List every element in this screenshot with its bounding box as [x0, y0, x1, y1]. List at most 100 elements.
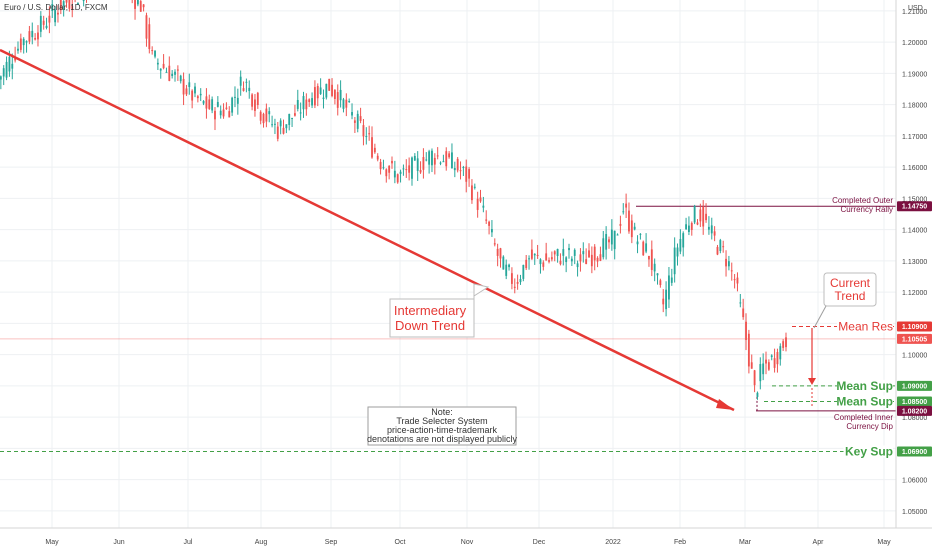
candle: [550, 251, 553, 262]
candle: [516, 274, 519, 290]
candle-body: [779, 346, 782, 360]
candle-body: [433, 157, 436, 165]
candle-body: [542, 262, 545, 267]
candle-body: [351, 112, 353, 116]
candle-body: [442, 161, 445, 163]
candle: [231, 96, 234, 116]
candle-body: [239, 76, 242, 86]
candle-body: [65, 0, 68, 3]
candle-body: [619, 223, 622, 226]
candle: [48, 6, 51, 34]
candle: [5, 56, 8, 81]
note-line2: Trade Selecter System: [396, 416, 487, 426]
candle: [345, 93, 348, 117]
candle-body: [236, 97, 239, 104]
current-trend-label-line2: Trend: [835, 289, 866, 303]
candle: [687, 216, 690, 236]
candle: [471, 179, 473, 204]
candle-body: [693, 206, 696, 223]
candle-body: [630, 220, 633, 238]
candle-body: [219, 110, 222, 116]
candle: [65, 0, 68, 8]
candle-body: [471, 185, 473, 201]
candle: [742, 298, 745, 320]
candle: [602, 230, 605, 260]
candle-body: [502, 256, 505, 270]
x-tick-label: Apr: [813, 539, 825, 546]
candle-body: [730, 270, 733, 272]
candle-body: [616, 234, 619, 236]
candle-body: [199, 93, 202, 96]
x-tick-label: May: [45, 539, 59, 546]
candle: [502, 255, 505, 270]
level-label-bg: [837, 379, 893, 392]
candle-body: [613, 230, 616, 250]
candle: [339, 80, 342, 108]
candle: [573, 248, 576, 265]
candle-body: [174, 71, 176, 75]
candle-body: [585, 259, 588, 265]
candle-body: [214, 110, 216, 120]
candle: [216, 96, 219, 108]
candle-body: [359, 116, 362, 121]
candle-body: [379, 161, 382, 170]
candle-body: [733, 279, 736, 281]
candle-body: [782, 341, 785, 348]
level-label-bg: [837, 320, 893, 333]
candle-body: [462, 166, 465, 169]
candle-body: [182, 78, 185, 95]
candle-body: [670, 277, 673, 283]
x-tick-label: 2022: [605, 539, 621, 546]
candle: [582, 242, 585, 263]
candle: [722, 240, 725, 253]
candle: [54, 6, 57, 27]
candle-body: [22, 38, 25, 46]
candle: [331, 78, 333, 98]
candle-body: [753, 370, 756, 386]
candle: [68, 0, 71, 12]
candle: [673, 237, 676, 283]
candle: [139, 0, 142, 12]
candle-body: [322, 97, 325, 99]
candle: [670, 268, 673, 286]
candle-body: [553, 251, 556, 255]
level-label: Mean Sup: [836, 394, 893, 408]
candle: [765, 351, 767, 375]
candle-body: [345, 99, 348, 108]
candle-body: [579, 254, 582, 262]
candle: [628, 202, 630, 234]
price-tag: [897, 405, 932, 416]
candle-body: [316, 86, 319, 99]
candle-body: [339, 89, 342, 101]
candle: [19, 33, 22, 53]
candle: [682, 231, 685, 257]
candle: [645, 233, 648, 254]
candle: [276, 122, 279, 142]
trendline-label-line1: Intermediary: [394, 303, 467, 318]
candle-body: [156, 62, 159, 65]
candle-body: [439, 162, 442, 164]
candle: [376, 153, 379, 162]
candle-body: [202, 101, 205, 104]
candle: [753, 369, 756, 393]
candle: [279, 118, 282, 135]
candle: [662, 289, 665, 313]
candlesticks: [0, 0, 787, 400]
candle-body: [608, 239, 610, 243]
candle: [408, 157, 411, 181]
candle-body: [727, 261, 730, 267]
candle-body: [599, 254, 602, 261]
candle-body: [508, 264, 510, 268]
candle: [134, 0, 136, 20]
candle: [559, 253, 562, 266]
candle: [365, 127, 368, 145]
note-line4: denotations are not displayed publicly: [367, 434, 518, 444]
candle: [779, 343, 782, 366]
candle-body: [319, 87, 322, 94]
candle-body: [690, 223, 693, 230]
candle: [388, 165, 391, 180]
candle: [288, 113, 291, 131]
candle: [608, 236, 610, 249]
candle: [453, 161, 456, 178]
candle: [268, 107, 271, 123]
